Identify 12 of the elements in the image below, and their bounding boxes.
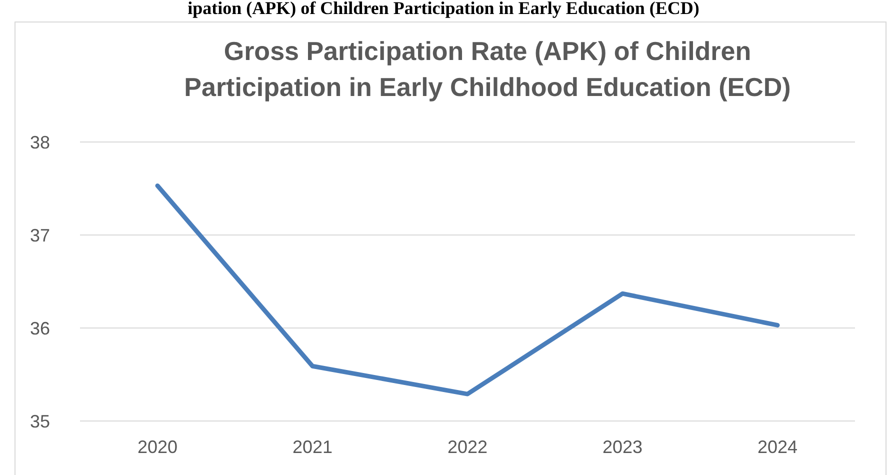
x-tick-label: 2022 [447,437,488,457]
x-tick-label: 2021 [292,437,333,457]
x-tick-label: 2024 [757,437,798,457]
y-tick-label: 36 [30,318,50,338]
y-tick-label: 38 [30,132,50,152]
y-tick-label: 35 [30,411,50,432]
x-tick-label: 2023 [602,437,643,457]
y-tick-label: 37 [30,225,50,246]
line-series [155,183,780,396]
text: ipation (APK) of Children Participation in Early Education (ECD) [188,0,700,18]
chart-title: Gross Participation Rate (APK) of Children Participation in Early Childhood Education (ECD) [184,36,791,102]
x-tick-label: 2020 [137,437,178,457]
